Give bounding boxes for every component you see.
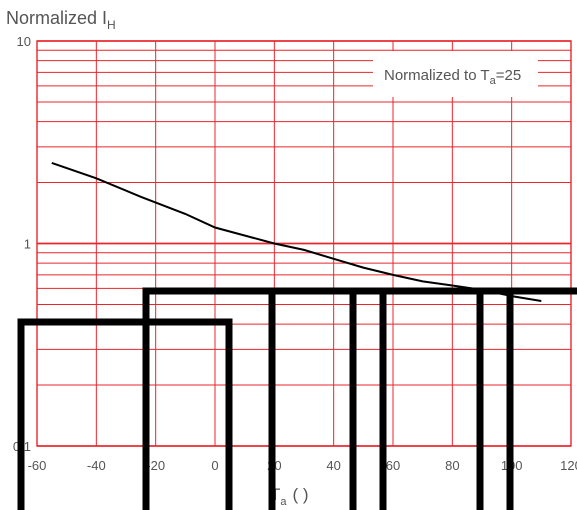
x-tick-label: -60 [28,458,47,473]
x-tick-label: 80 [445,458,459,473]
y-axis-label: Normalized IH [6,8,116,32]
x-tick-label: 40 [326,458,340,473]
data-line [51,161,542,302]
x-tick-label: -20 [146,458,165,473]
x-tick-label: 0 [211,458,218,473]
x-tick-label: 120 [560,458,577,473]
redaction-overlay [17,287,577,510]
x-tick-label: -40 [87,458,106,473]
legend-box: Normalized to Ta=25 [373,51,538,97]
x-axis-label: Ta( ) [270,485,309,508]
x-tick-label: 60 [386,458,400,473]
svg-text:Normalized to Ta=25: Normalized to Ta=25 [384,67,521,87]
tick-labels: -60-40-200204060801001200.1110 [13,34,577,473]
grid [36,40,572,447]
y-tick-label: 1 [24,237,31,252]
y-tick-label: 10 [17,34,31,49]
plot-frame [36,40,572,447]
